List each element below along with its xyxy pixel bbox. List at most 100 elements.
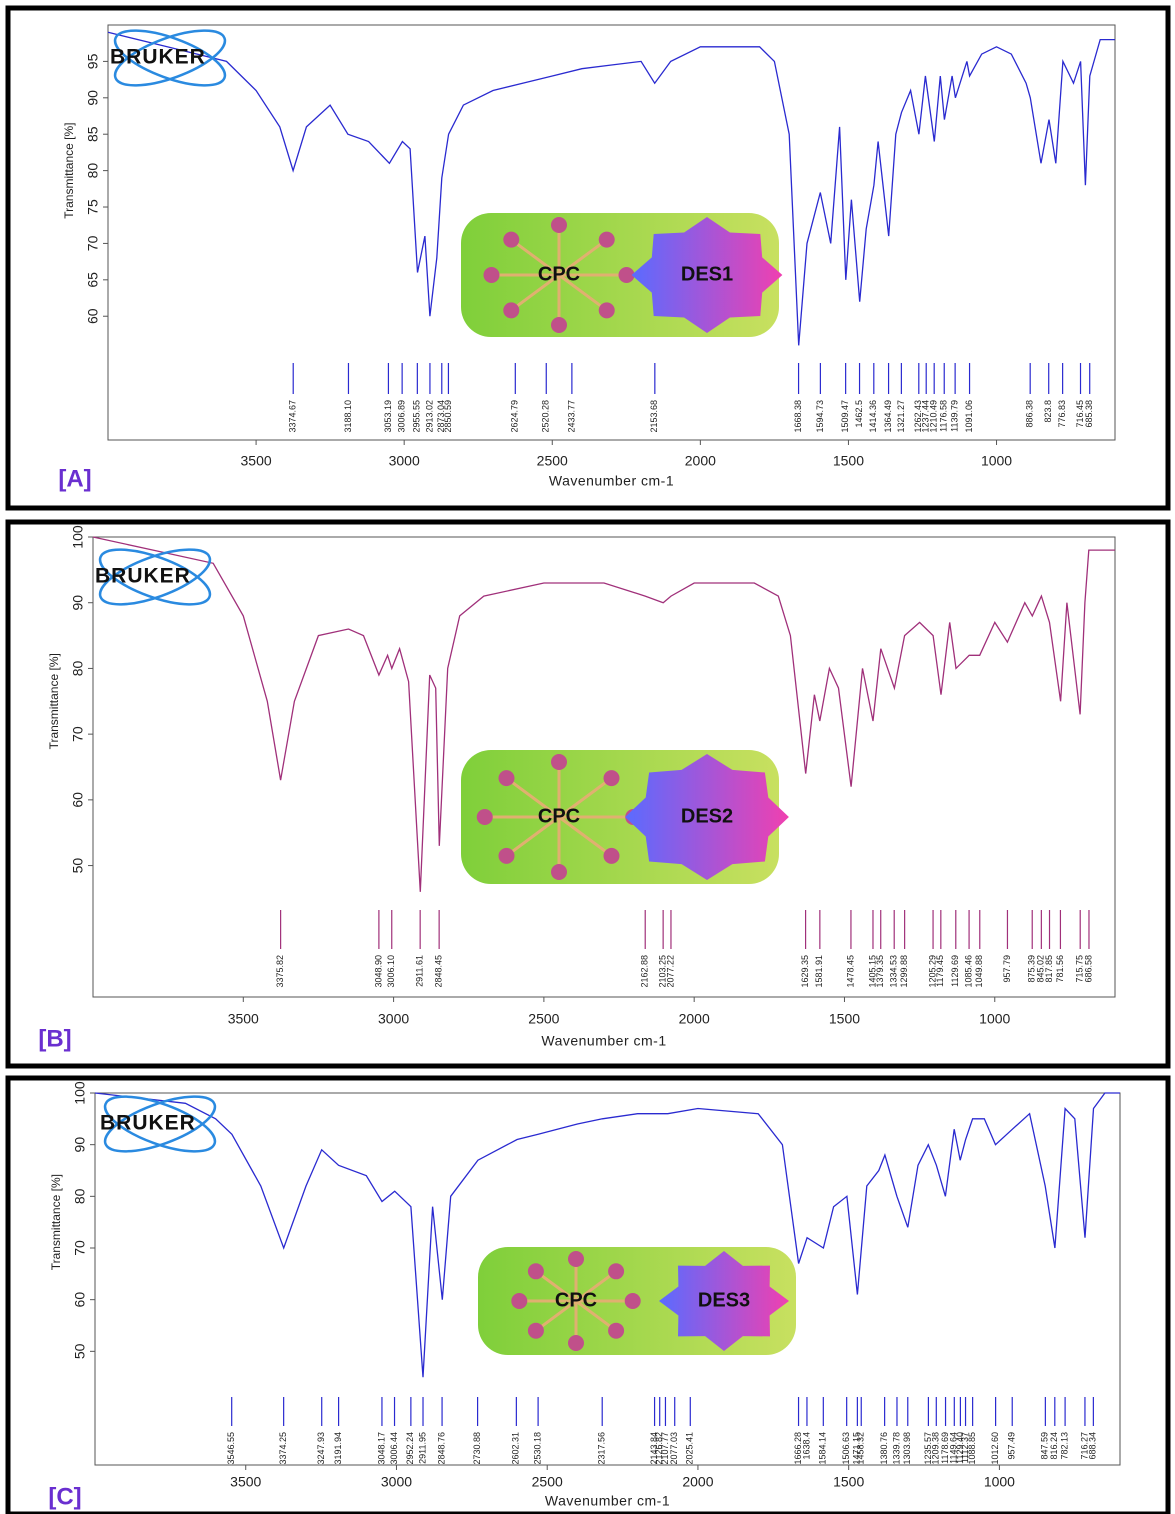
y-tick-label: 50 xyxy=(70,858,86,874)
y-axis-label: Transmittance [%] xyxy=(49,1174,63,1270)
peak-label: 782.13 xyxy=(1059,1432,1069,1460)
peak-label: 1339.78 xyxy=(891,1432,901,1465)
x-tick-label: 2000 xyxy=(679,1011,710,1027)
x-tick-label: 2500 xyxy=(537,453,568,469)
peak-label: 3546.55 xyxy=(226,1432,236,1465)
peak-label: 1088.85 xyxy=(967,1432,977,1465)
peak-label: 1458.32 xyxy=(856,1432,866,1465)
x-tick-label: 3000 xyxy=(378,1011,409,1027)
panel-border xyxy=(5,5,1171,511)
peak-label: 2153.68 xyxy=(649,400,659,433)
badge-spoke xyxy=(535,1299,577,1332)
x-tick-label: 1500 xyxy=(833,1474,864,1490)
peak-label: 3006.89 xyxy=(397,400,407,433)
peak-label: 685.38 xyxy=(1084,400,1094,428)
badge-spoke xyxy=(575,1299,617,1332)
peak-label: 1666.28 xyxy=(793,1432,803,1465)
y-tick-label: 50 xyxy=(72,1343,88,1359)
y-tick-label: 95 xyxy=(85,53,101,69)
peak-label: 816.24 xyxy=(1049,1432,1059,1460)
peak-label: 1178.69 xyxy=(940,1432,950,1464)
peak-label: 1364.49 xyxy=(883,400,893,433)
peak-label: 1237.44 xyxy=(921,400,931,433)
peak-label: 1205.29 xyxy=(927,955,937,988)
peak-label: 2530.18 xyxy=(532,1432,542,1465)
y-tick-label: 100 xyxy=(70,525,86,549)
peak-label: 3006.10 xyxy=(386,955,396,988)
badge-right: DES1 xyxy=(681,263,733,285)
peak-label: 2602.31 xyxy=(511,1432,521,1465)
peak-label: 1210.49 xyxy=(929,400,939,433)
peak-label: 3247.93 xyxy=(316,1432,326,1465)
badge-node xyxy=(568,1251,584,1267)
y-tick-label: 70 xyxy=(70,726,86,742)
peak-label: 1139.79 xyxy=(950,400,960,432)
peak-label: 2850.59 xyxy=(443,400,453,433)
peak-label: 2107.77 xyxy=(660,1432,670,1465)
spectrum-line xyxy=(94,1092,1120,1378)
x-tick-label: 3000 xyxy=(381,1474,412,1490)
x-axis-label: Wavenumber cm-1 xyxy=(541,1033,666,1049)
peak-label: 817.85 xyxy=(1044,955,1054,983)
peak-label: 2624.79 xyxy=(510,400,520,433)
x-axis-label: Wavenumber cm-1 xyxy=(545,1493,670,1509)
peak-label: 2952.24 xyxy=(405,1432,415,1465)
peak-label: 3048.90 xyxy=(373,955,383,988)
y-tick-label: 85 xyxy=(85,126,101,142)
peak-label: 3048.17 xyxy=(376,1432,386,1465)
peak-label: 716.27 xyxy=(1079,1432,1089,1460)
logo-orbit xyxy=(113,29,227,87)
logo-orbit xyxy=(113,29,227,87)
peak-label: 2848.45 xyxy=(434,955,444,988)
badge-node xyxy=(603,770,620,787)
peak-label: 1414.36 xyxy=(868,400,878,433)
peak-label: 686.58 xyxy=(1083,955,1093,983)
peak-label: 1129.69 xyxy=(950,955,960,987)
peak-label: 957.79 xyxy=(1002,955,1012,983)
panel-border xyxy=(5,519,1171,1069)
peak-label: 3374.67 xyxy=(288,400,298,433)
peak-label: 2162.88 xyxy=(640,955,650,988)
peak-label: 1209.38 xyxy=(931,1432,941,1465)
x-tick-label: 3500 xyxy=(230,1474,261,1490)
peak-label: 1584.14 xyxy=(818,1432,828,1465)
x-tick-label: 2500 xyxy=(528,1011,559,1027)
peak-label: 3188.10 xyxy=(343,400,353,433)
x-tick-label: 2000 xyxy=(685,453,716,469)
badge-star xyxy=(631,217,783,333)
peak-label: 1629.35 xyxy=(800,955,810,988)
peak-label: 823.8 xyxy=(1043,400,1053,423)
peak-label: 847.59 xyxy=(1040,1432,1050,1460)
x-tick-label: 2000 xyxy=(682,1474,713,1490)
peak-label: 2126.82 xyxy=(654,1432,664,1465)
badge-node xyxy=(476,809,493,825)
badge-node xyxy=(624,1293,641,1309)
badge-left: CPC xyxy=(555,1289,597,1311)
badge-right: DES2 xyxy=(681,805,733,827)
badge-left: CPC xyxy=(538,263,580,285)
peak-label: 1334.53 xyxy=(889,955,899,988)
badge-node xyxy=(527,1263,544,1280)
peak-label: 1176.58 xyxy=(939,400,949,432)
x-tick-label: 3000 xyxy=(389,453,420,469)
x-tick-label: 2500 xyxy=(532,1474,563,1490)
y-tick-label: 60 xyxy=(70,792,86,808)
panel-label: [B] xyxy=(38,1025,71,1052)
spectrum-line xyxy=(92,536,1115,892)
badge-node xyxy=(498,770,515,787)
plot-frame xyxy=(92,536,1116,998)
peak-label: 3191.94 xyxy=(333,1432,343,1465)
y-tick-label: 65 xyxy=(85,272,101,288)
peak-label: 1129.40 xyxy=(955,1432,965,1464)
y-tick-label: 60 xyxy=(85,308,101,324)
logo-text: BRUKER xyxy=(100,1112,196,1135)
x-tick-label: 1000 xyxy=(984,1474,1015,1490)
badge-node xyxy=(527,1322,544,1339)
badge-node xyxy=(511,1293,528,1309)
y-axis-label: Transmittance [%] xyxy=(47,653,61,749)
logo-orbit xyxy=(103,1095,217,1153)
peak-label: 716.45 xyxy=(1075,400,1085,428)
peak-label: 1594.73 xyxy=(815,400,825,433)
peak-label: 1235.57 xyxy=(923,1432,933,1465)
